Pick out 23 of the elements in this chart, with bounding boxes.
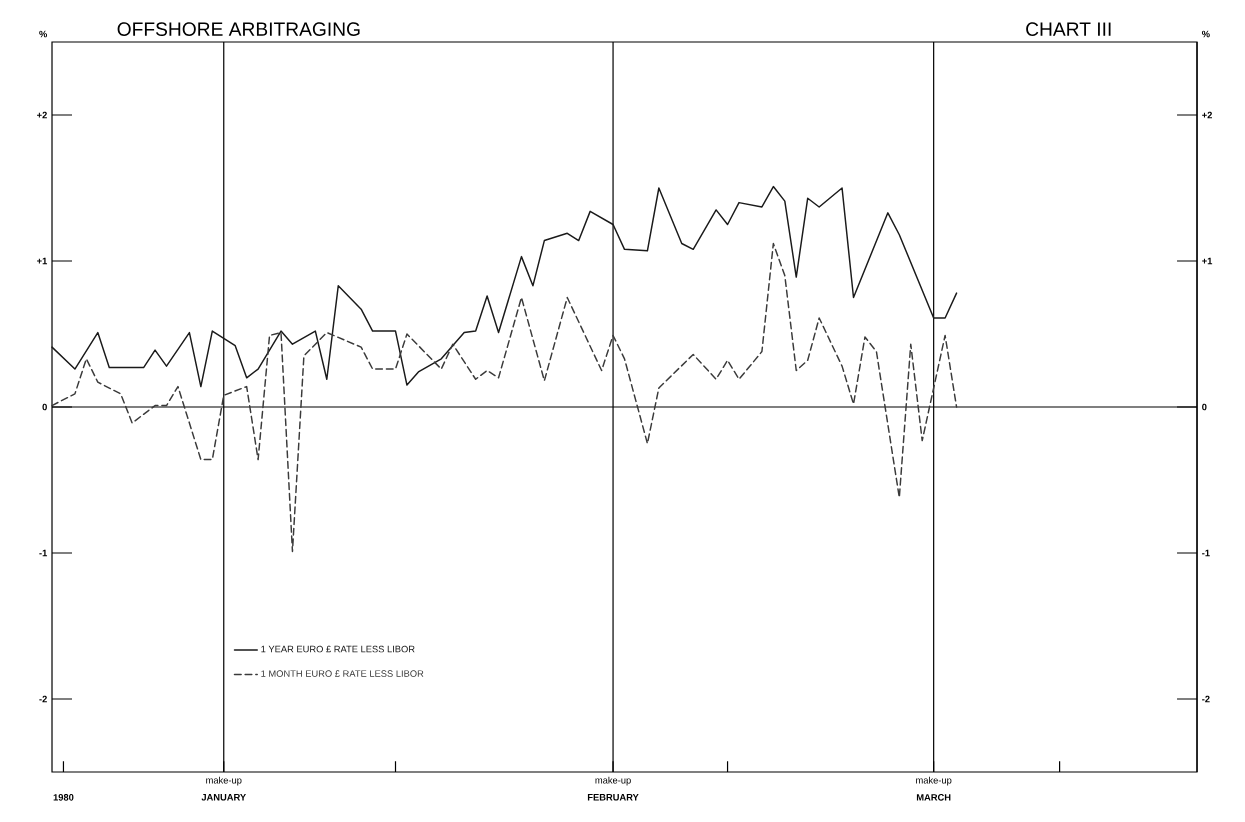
y-axis-title: % bbox=[39, 30, 48, 38]
y2-tick-label: +1 bbox=[1202, 257, 1213, 265]
text: CHART III bbox=[1026, 22, 1111, 36]
legend-label: 1 MONTH EURO £ RATE LESS LIBOR bbox=[261, 670, 424, 677]
legend-label: 1 YEAR EURO £ RATE LESS LIBOR bbox=[261, 645, 415, 653]
ref-line-label: make-up bbox=[595, 776, 631, 786]
x-tick-label: MARCH bbox=[916, 794, 951, 801]
ref-line-label: make-up bbox=[916, 776, 952, 786]
y2-tick-label: 0 bbox=[1202, 403, 1207, 411]
y2-tick-label: +2 bbox=[1202, 111, 1212, 119]
x-tick-label: JANUARY bbox=[201, 794, 246, 801]
y2-tick-label: -2 bbox=[1202, 695, 1210, 703]
y-tick-label: -2 bbox=[39, 695, 47, 703]
y-tick-label: 0 bbox=[42, 403, 47, 411]
y2-axis-title: % bbox=[1201, 30, 1210, 38]
x-tick-label: FEBRUARY bbox=[587, 794, 639, 801]
ref-line-label: make-up bbox=[206, 776, 242, 786]
y-tick-label: +1 bbox=[37, 257, 48, 265]
chart-title: OFFSHORE ARBITRAGING bbox=[117, 22, 360, 36]
y2-tick-label: -1 bbox=[1202, 549, 1210, 557]
x-tick-label: 1980 bbox=[53, 794, 74, 801]
y-tick-label: -1 bbox=[39, 549, 48, 557]
y-tick-label: +2 bbox=[37, 111, 47, 119]
